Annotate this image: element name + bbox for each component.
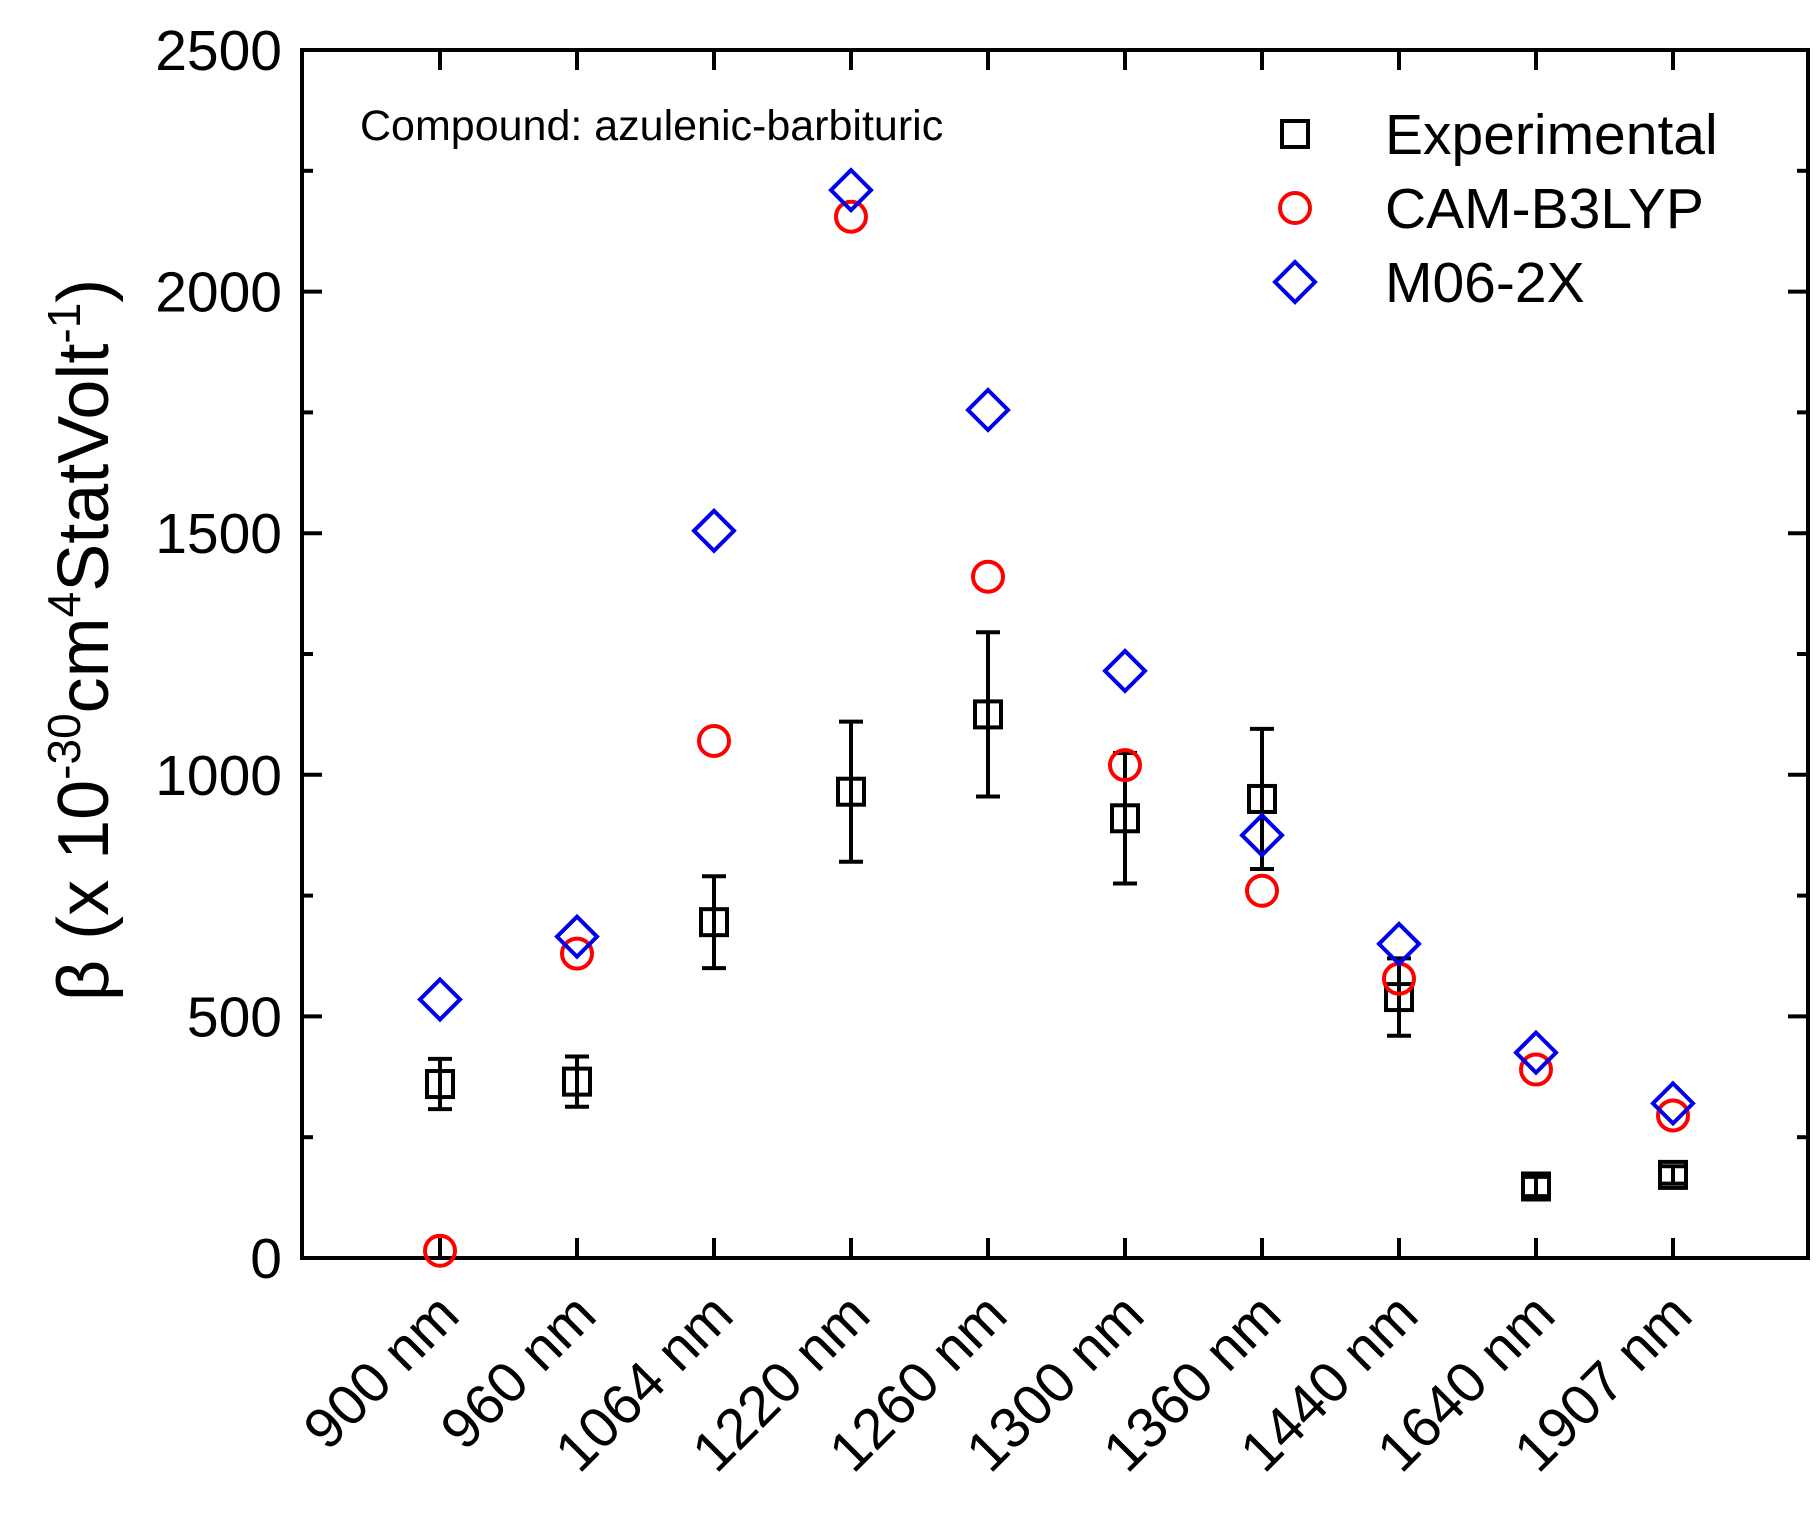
legend-marker-m06-2x [1272,259,1318,305]
point-m06-2x [965,387,1011,433]
y-label-mid2: StatVolt [44,344,124,592]
compound-annotation: Compound: azulenic-barbituric [360,102,943,150]
point-cam-b3lyp [560,936,594,971]
point-m06-2x [1513,1029,1559,1076]
legend-label-cam-b3lyp: CAM-B3LYP [1385,177,1704,241]
y-label-exp2: 4 [38,592,90,618]
point-experimental [425,1069,455,1100]
y-label-exp1: -30 [38,713,90,779]
y-tick-label: 2500 [155,19,282,83]
point-cam-b3lyp [1519,1052,1553,1087]
point-experimental [973,699,1003,730]
point-experimental [1110,803,1140,834]
point-cam-b3lyp [834,199,868,234]
y-tick-label: 1500 [155,502,282,566]
y-label-suffix: ) [44,279,124,303]
y-axis-label: β (x 10-30cm4StatVolt-1) [38,279,124,1002]
point-m06-2x [691,507,737,554]
point-cam-b3lyp [1108,748,1142,783]
point-m06-2x [1650,1080,1696,1127]
point-cam-b3lyp [971,559,1005,594]
point-experimental [699,907,729,938]
point-experimental [1521,1171,1551,1202]
point-experimental [1384,982,1414,1013]
point-cam-b3lyp [697,723,731,758]
point-experimental [1247,783,1277,814]
y-tick-label: 0 [250,1227,282,1291]
point-cam-b3lyp [423,1233,457,1268]
point-cam-b3lyp [1245,873,1279,908]
point-experimental [1658,1159,1688,1190]
legend-label-m06-2x: M06-2X [1385,251,1585,315]
y-tick-label: 500 [187,985,282,1049]
point-cam-b3lyp [1656,1098,1690,1133]
point-m06-2x [1102,648,1148,694]
point-m06-2x [417,976,463,1023]
legend-label-experimental: Experimental [1385,103,1718,167]
y-label-mid: cm [44,617,124,713]
point-m06-2x [828,167,874,213]
x-tick-label: 900 nm [291,1282,471,1462]
y-tick-label: 2000 [155,261,282,325]
point-m06-2x [1239,812,1285,859]
point-m06-2x [554,913,600,960]
point-experimental [836,776,866,807]
legend-marker-experimental [1280,119,1310,149]
y-label-exp3: -1 [38,303,90,344]
point-m06-2x [1376,921,1422,967]
y-tick-label: 1000 [155,744,282,808]
legend-marker-cam-b3lyp [1278,191,1312,225]
point-experimental [562,1066,592,1097]
y-label-prefix: β (x 10 [44,780,124,1001]
